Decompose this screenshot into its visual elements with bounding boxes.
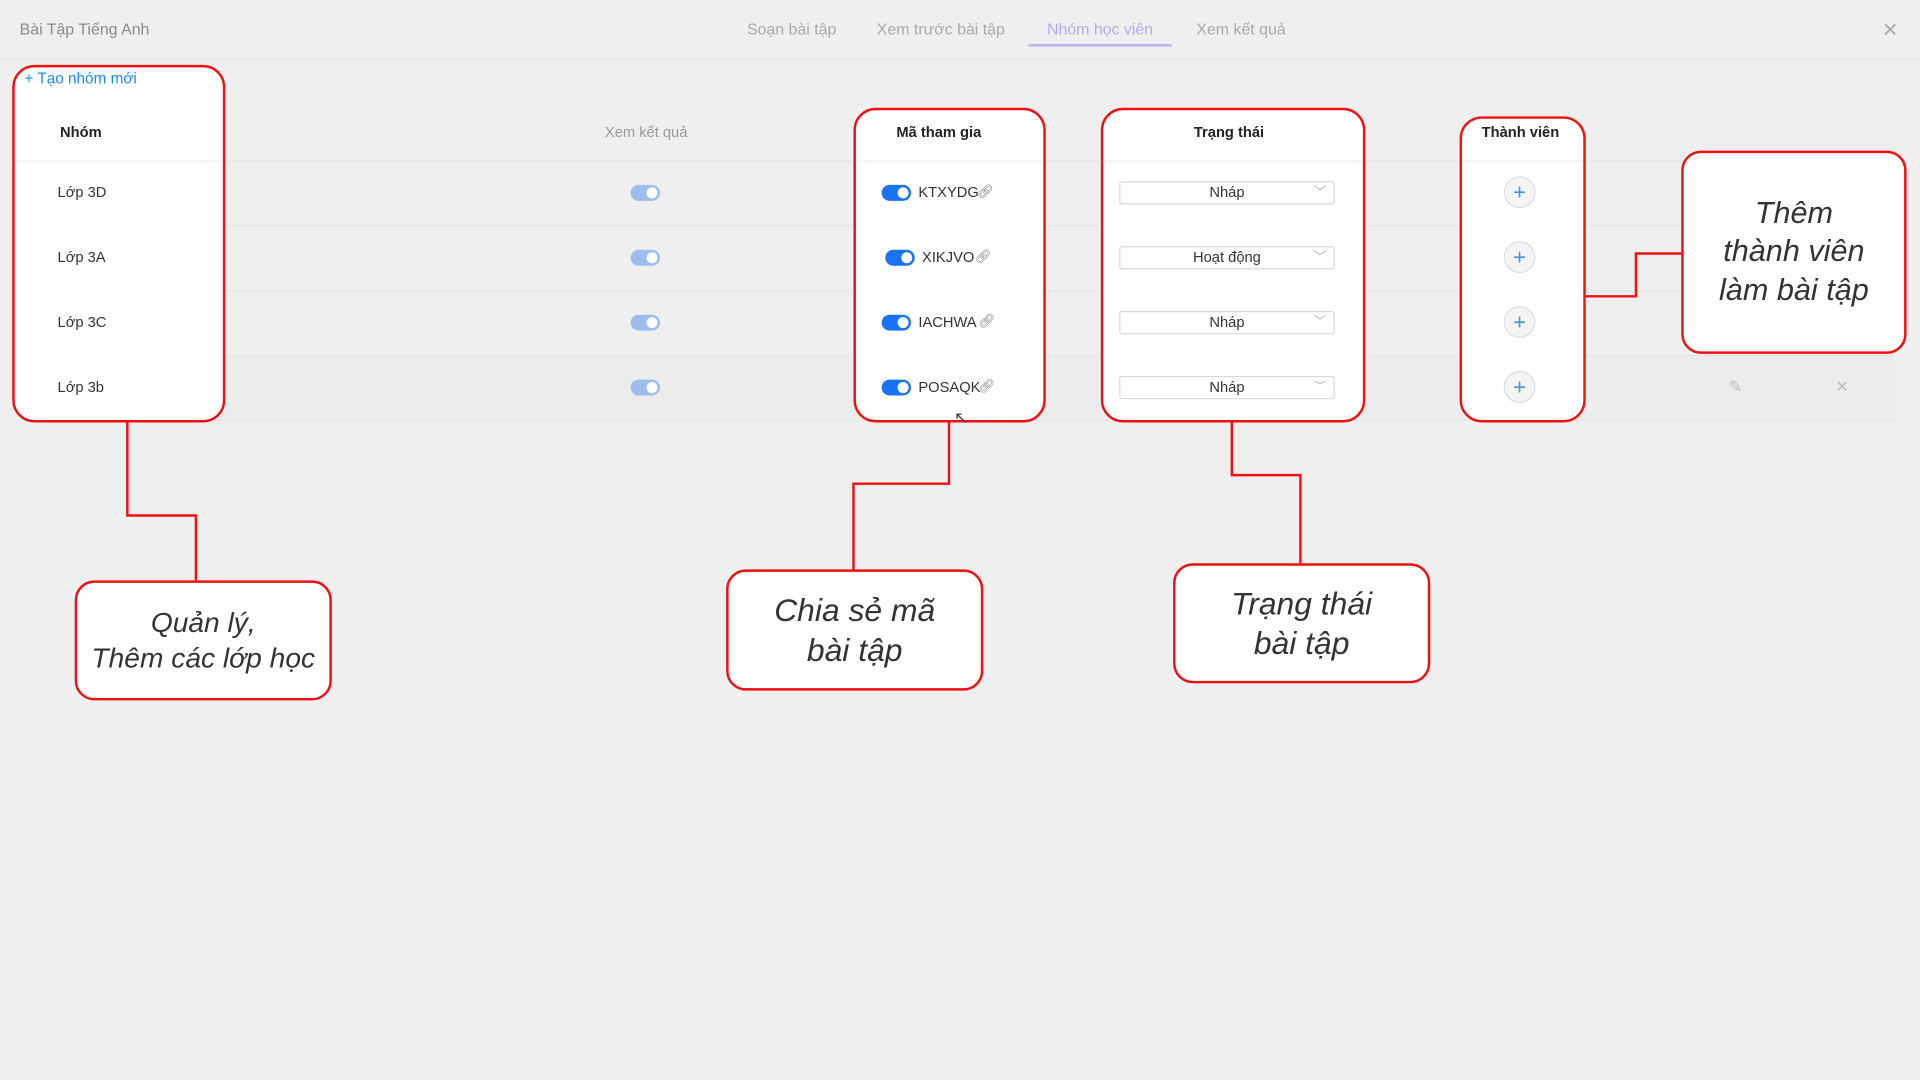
callout-share: Chia sẻ mã bài tập bbox=[726, 569, 984, 691]
add-member-button[interactable]: + bbox=[1503, 176, 1536, 209]
copy-link-icon[interactable]: 🔗︎ bbox=[974, 249, 992, 265]
join-code-toggle[interactable] bbox=[881, 379, 912, 396]
app-title: Bài Tập Tiếng Anh bbox=[19, 19, 150, 38]
join-code: IACHWA bbox=[918, 313, 977, 331]
group-name[interactable]: Lớp 3C bbox=[57, 313, 107, 331]
col-group: Nhóm bbox=[60, 123, 102, 141]
status-select[interactable]: Hoạt động ﹀ bbox=[1119, 246, 1335, 270]
chevron-down-icon: ﹀ bbox=[1313, 315, 1327, 330]
chevron-down-icon: ﹀ bbox=[1313, 186, 1327, 200]
col-show-results: Xem kết quả bbox=[604, 123, 688, 141]
group-name[interactable]: Lớp 3A bbox=[57, 248, 106, 266]
add-member-button[interactable]: + bbox=[1503, 371, 1536, 403]
status-select[interactable]: Nháp ﹀ bbox=[1119, 181, 1335, 205]
group-name[interactable]: Lớp 3b bbox=[57, 378, 104, 396]
highlight-code bbox=[853, 107, 1046, 423]
tab-results[interactable]: Xem kết quả bbox=[1196, 19, 1286, 38]
connector-groups bbox=[126, 422, 198, 581]
connector-members bbox=[1585, 252, 1682, 298]
delete-icon[interactable]: ✕ bbox=[1835, 377, 1849, 396]
status-value: Hoạt động bbox=[1193, 248, 1261, 266]
close-icon[interactable]: ✕ bbox=[1882, 20, 1899, 42]
callout-members: Thêm thành viên làm bài tập bbox=[1681, 150, 1907, 354]
show-results-toggle[interactable] bbox=[630, 379, 661, 396]
highlight-groups bbox=[12, 64, 226, 423]
add-member-button[interactable]: + bbox=[1503, 241, 1536, 274]
col-members: Thành viên bbox=[1481, 123, 1560, 141]
col-status: Trạng thái bbox=[1193, 123, 1265, 141]
status-select[interactable]: Nháp ﹀ bbox=[1119, 311, 1335, 335]
chevron-down-icon: ﹀ bbox=[1313, 380, 1327, 395]
show-results-toggle[interactable] bbox=[630, 314, 661, 331]
tab-student-groups[interactable]: Nhóm học viên bbox=[1046, 19, 1154, 38]
callout-status: Trạng thái bài tập bbox=[1173, 563, 1431, 684]
tab-preview[interactable]: Xem trước bài tập bbox=[876, 19, 1005, 38]
copy-link-icon[interactable]: 🔗︎ bbox=[978, 379, 996, 395]
status-select[interactable]: Nháp ﹀ bbox=[1119, 375, 1335, 400]
create-group-button[interactable]: + Tạo nhóm mới bbox=[24, 69, 137, 87]
status-value: Nháp bbox=[1209, 183, 1245, 201]
copy-link-icon[interactable]: 🔗︎ bbox=[977, 184, 995, 200]
connector-status bbox=[1230, 422, 1302, 564]
status-value: Nháp bbox=[1209, 378, 1245, 396]
tab-compose[interactable]: Soạn bài tập bbox=[746, 19, 837, 38]
col-join-code: Mã tham gia bbox=[896, 123, 982, 141]
add-member-button[interactable]: + bbox=[1503, 306, 1536, 338]
join-code: POSAQK bbox=[918, 378, 981, 396]
show-results-toggle[interactable] bbox=[630, 249, 661, 266]
group-name[interactable]: Lớp 3D bbox=[57, 183, 107, 201]
join-code-toggle[interactable] bbox=[881, 184, 912, 201]
header bbox=[0, 0, 1920, 61]
mouse-cursor-icon: ↖ bbox=[953, 407, 969, 428]
chevron-down-icon: ﹀ bbox=[1313, 251, 1327, 265]
connector-share bbox=[852, 422, 951, 570]
show-results-toggle[interactable] bbox=[630, 184, 661, 201]
active-tab-indicator bbox=[1028, 44, 1172, 47]
join-code-toggle[interactable] bbox=[881, 314, 912, 331]
join-code-toggle[interactable] bbox=[885, 249, 915, 266]
copy-link-icon[interactable]: 🔗︎ bbox=[978, 314, 996, 330]
status-value: Nháp bbox=[1209, 313, 1245, 331]
join-code: XIKJVO bbox=[922, 248, 975, 266]
edit-icon[interactable]: ✎ bbox=[1728, 377, 1743, 396]
callout-groups: Quản lý, Thêm các lớp học bbox=[74, 580, 332, 701]
join-code: KTXYDG bbox=[918, 183, 979, 201]
